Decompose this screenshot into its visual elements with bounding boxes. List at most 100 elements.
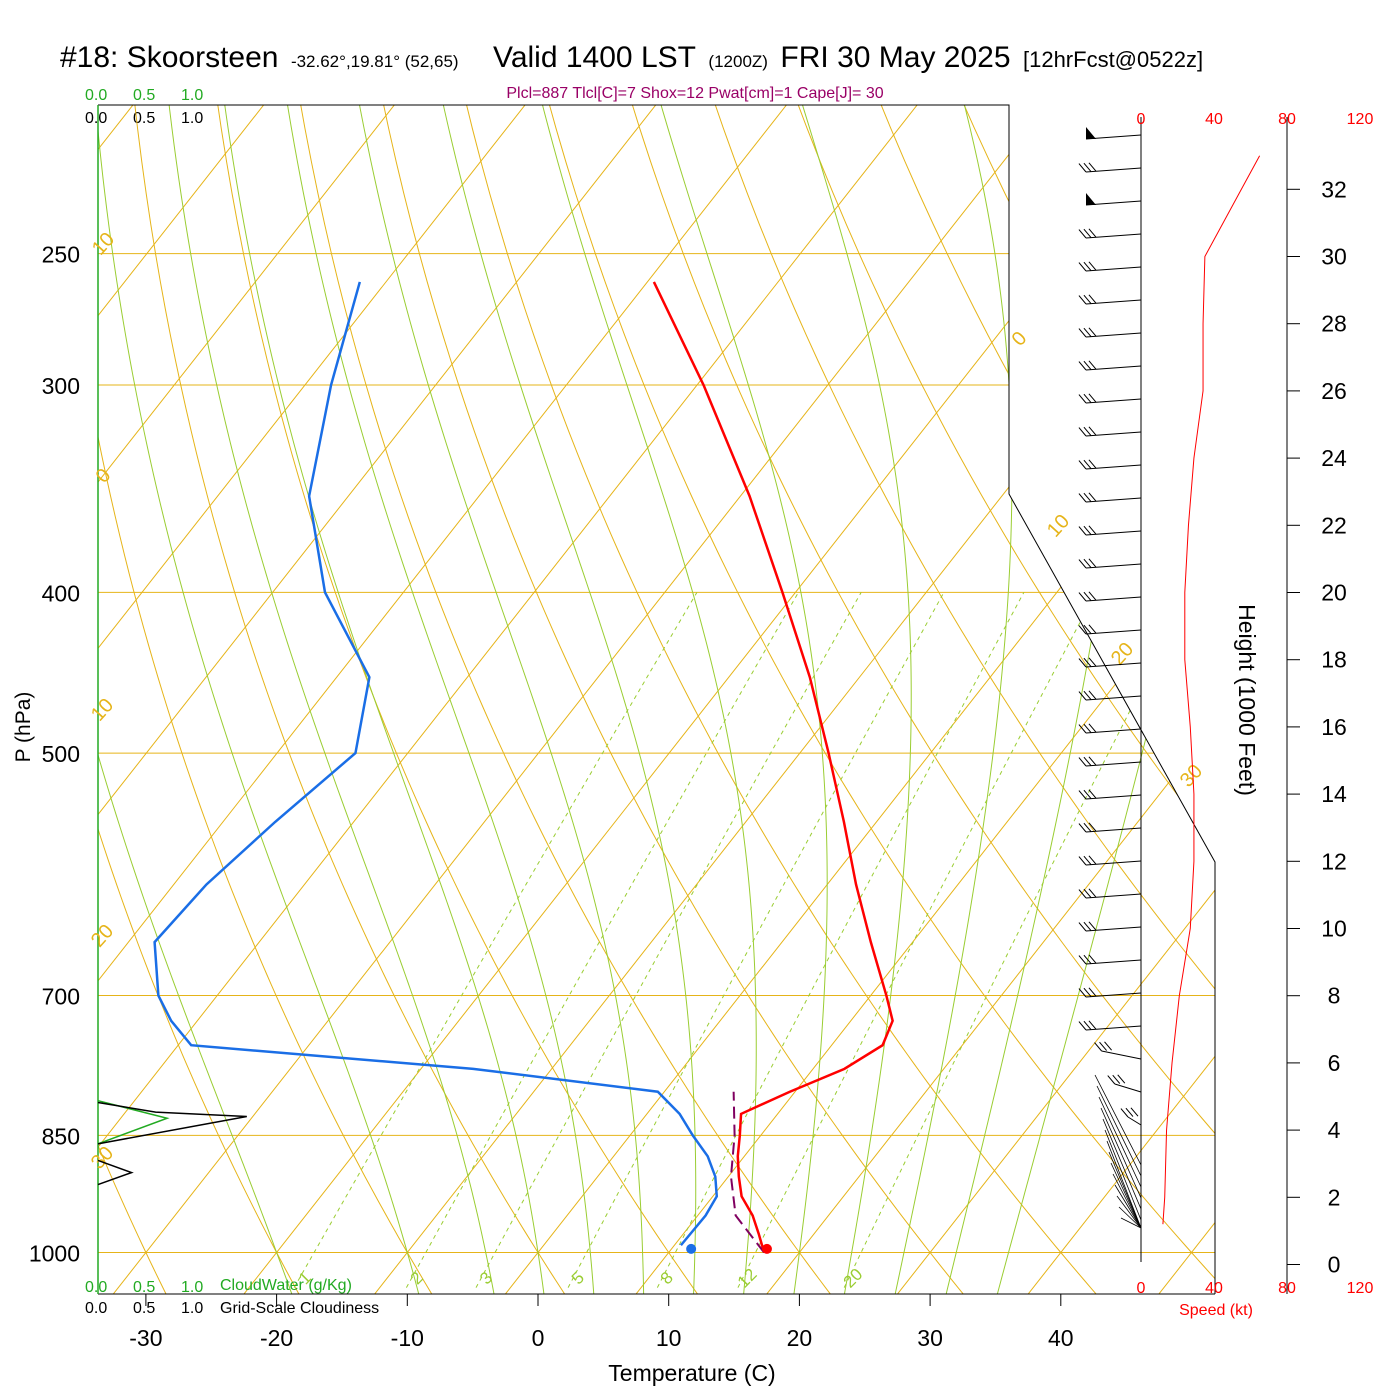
temp-tick-label--20: -20	[260, 1325, 293, 1351]
height-tick-label-16: 16	[1321, 714, 1347, 740]
isotherm-label-extra-0: 10	[88, 228, 119, 259]
speed-axis-label: Speed (kt)	[1179, 1302, 1253, 1319]
mixing-ratio-line-5	[737, 592, 1097, 1288]
height-tick-label-8: 8	[1328, 983, 1341, 1009]
wind-barb-17	[1085, 695, 1142, 701]
surface-temperature-marker	[761, 1243, 772, 1254]
cloudiness-tick-top-2: 1.0	[181, 110, 203, 127]
wind-barb-low-11	[1116, 1195, 1142, 1229]
wind-barb-23	[1085, 893, 1142, 899]
isotherm--110	[0, 93, 12, 1400]
wind-barb-feather-1-0	[1078, 163, 1087, 173]
wind-barb-feather-11-0	[1078, 493, 1087, 503]
cloudwater-label: CloudWater (g/Kg)	[220, 1277, 352, 1294]
temp-tick-label-0: 0	[532, 1325, 545, 1351]
pressure-axis: 250 300 400 500 700 850 1000	[29, 242, 80, 1267]
moist-adiabat-7	[538, 105, 757, 1294]
wind-barb-feather-13-0	[1078, 559, 1087, 569]
wind-barb-8	[1085, 398, 1142, 404]
wind-barb-feather-17-2	[1088, 690, 1097, 700]
wind-barb-feather-3-2	[1088, 228, 1097, 238]
temperature-axis: -30 -20 -10 0 10 20 30 40	[129, 1294, 1074, 1351]
wind-barb-feather-4-2	[1088, 261, 1097, 271]
mixing-ratio-line-0	[293, 592, 698, 1288]
pressure-tick-label-250: 250	[42, 242, 80, 268]
parcel-path-line	[729, 1091, 765, 1254]
wind-barb-feather-25-0	[1078, 955, 1087, 965]
x-axis-label: Temperature (C)	[608, 1360, 775, 1386]
cloudiness-label: Grid-Scale Cloudiness	[220, 1300, 379, 1317]
isotherm-label-2: 10	[87, 694, 118, 725]
pressure-tick-label-850: 850	[42, 1123, 80, 1149]
wind-barb-feather-15-2	[1088, 624, 1097, 634]
wind-barb-13	[1085, 563, 1142, 569]
wind-barb-feather-10-2	[1088, 459, 1097, 469]
height-axis-label: Height (1000 Feet)	[1234, 604, 1260, 796]
cloudwater-tick-bottom-2: 1.0	[181, 1279, 203, 1296]
wind-barb-feather-18-0	[1078, 724, 1087, 734]
isotherm-label-0: 30	[87, 1142, 118, 1173]
speed-tick-top-2: 80	[1278, 111, 1296, 128]
isotherm-label-extra-1: 0	[1008, 327, 1032, 350]
moist-adiabat-9	[798, 105, 912, 1294]
wind-barb-feather-26-2	[1088, 987, 1097, 997]
moist-adiabat-1	[98, 105, 451, 1294]
dry-adiabat--10	[98, 105, 527, 1294]
wind-barb-low-0	[1094, 1074, 1142, 1166]
isotherm-20	[650, 105, 1215, 1294]
wind-barb-feather-27-2	[1088, 1020, 1097, 1030]
wind-barb-feather-21-1	[1083, 822, 1092, 832]
isotherm-0	[389, 105, 1215, 1294]
wind-barb-feather-30-0	[1120, 1108, 1129, 1118]
wind-barb-feather-20-2	[1088, 789, 1097, 799]
cloud-profiles	[97, 1099, 247, 1186]
wind-barb-21	[1085, 827, 1142, 833]
dry-adiabat-40	[463, 105, 1215, 1294]
wind-barb-feather-14-0	[1078, 592, 1087, 602]
wind-barb-feather-6-1	[1083, 327, 1092, 337]
wind-barb-27	[1085, 1025, 1142, 1031]
mixing-ratio-label-6: 20	[840, 1265, 867, 1292]
wind-barb-feather-19-2	[1088, 756, 1097, 766]
dry-adiabat-50	[545, 105, 1215, 1294]
wind-barb-feather-18-2	[1088, 723, 1097, 733]
wind-barb-feather-20-1	[1083, 789, 1092, 799]
wind-barb-low-5	[1104, 1129, 1142, 1221]
wind-barb-feather-3-0	[1078, 229, 1087, 239]
wind-barb-feather-20-0	[1078, 790, 1087, 800]
wind-barb-feather-12-1	[1083, 525, 1092, 535]
dewpoint-profile-line	[153, 281, 719, 1247]
wind-barb-feather-3-1	[1083, 228, 1092, 238]
wind-barb-feather-4-0	[1078, 262, 1087, 272]
cloud-scale-top: 0.0 0.5 1.0 0.0 0.5 1.0	[85, 87, 203, 127]
wind-barb-low-8	[1110, 1162, 1142, 1229]
isotherm--30	[98, 105, 1058, 1294]
wind-barb-feather-18-1	[1083, 723, 1092, 733]
cloudwater-tick-top-1: 0.5	[133, 87, 155, 104]
temp-tick-label--30: -30	[129, 1325, 162, 1351]
wind-barb-feather-16-0	[1078, 658, 1087, 668]
mixing-ratio-label-4: 8	[657, 1268, 677, 1288]
wind-barb-9	[1085, 431, 1142, 437]
cloudiness-tick-top-1: 0.5	[133, 110, 155, 127]
dry-adiabat-30	[380, 105, 1091, 1294]
wind-barb-feather-26-1	[1083, 987, 1092, 997]
stability-indices: Plcl=887 Tlcl[C]=7 Shox=12 Pwat[cm]=1 Ca…	[506, 85, 883, 102]
wind-barb-feather-9-1	[1083, 426, 1092, 436]
wind-barb-30	[1127, 1116, 1142, 1126]
cloudiness-tick-bottom-0: 0.0	[85, 1300, 107, 1317]
pressure-tick-label-1000: 1000	[29, 1241, 80, 1267]
surface-dewpoint-marker	[686, 1243, 697, 1254]
wind-barb-feather-28-0	[1094, 1042, 1102, 1052]
wind-barb-feather-23-2	[1088, 888, 1097, 898]
speed-tick-top-0: 0	[1137, 111, 1146, 128]
cloudwater-tick-bottom-1: 0.5	[133, 1279, 155, 1296]
dry-adiabat-0	[133, 105, 668, 1294]
isotherm--80	[98, 105, 405, 1294]
isotherm--50	[98, 105, 797, 1294]
temp-tick-label-40: 40	[1048, 1325, 1074, 1351]
wind-barb-feather-17-1	[1083, 690, 1092, 700]
wind-barb-14	[1085, 596, 1142, 602]
mixing-ratio-line-4	[656, 592, 1025, 1288]
